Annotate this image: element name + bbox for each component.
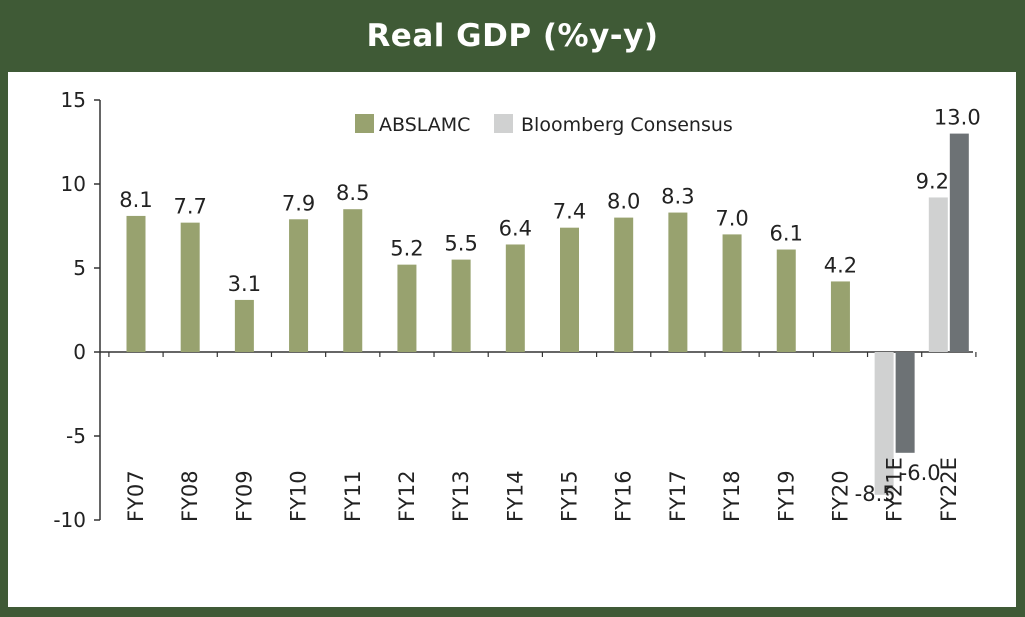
bar-abslamc-fy09: [234, 299, 254, 352]
x-tick-label-fy21e: FY21E: [883, 457, 907, 522]
bar-abslamc-fy12: [397, 264, 417, 352]
data-label-abslamc-fy08: 7.7: [173, 195, 206, 219]
x-tick-label-fy14: FY14: [503, 470, 527, 522]
x-tick-label-fy20: FY20: [828, 470, 852, 522]
legend-label-abslamc: ABSLAMC: [379, 114, 470, 136]
x-tick-label-fy10: FY10: [287, 470, 311, 522]
data-label-abslamc-fy10: 7.9: [282, 191, 315, 215]
data-label-abslamc-fy18: 7.0: [715, 206, 748, 230]
y-tick-label: 0: [73, 340, 86, 364]
data-label-abslamc-fy14: 6.4: [499, 216, 532, 240]
data-label-abslamc-fy19: 6.1: [770, 222, 803, 246]
bar-abslamc-fy21e: [895, 352, 915, 453]
legend-label-bloomberg: Bloomberg Consensus: [521, 114, 733, 136]
gdp-bar-chart: 15 10 5 0 -5 -10 8.1 FY07 7.7 FY08 3.1 FY09 7.9 FY10 8…: [53, 88, 981, 532]
y-tick-label: -5: [66, 424, 86, 448]
data-label-bloomberg-fy22e: 9.2: [916, 169, 949, 193]
x-tick-label-fy08: FY08: [178, 470, 202, 522]
data-label-abslamc-fy13: 5.5: [444, 232, 477, 256]
data-label-abslamc-fy11: 8.5: [336, 181, 369, 205]
y-tick-label: 5: [73, 256, 86, 280]
y-tick-label: -10: [53, 508, 86, 532]
chart-panel: 15 10 5 0 -5 -10 8.1 FY07 7.7 FY08 3.1 FY09 7.9 FY10 8…: [8, 72, 1016, 607]
bar-abslamc-fy18: [722, 234, 742, 352]
bar-abslamc-fy14: [505, 244, 525, 352]
legend-swatch-abslamc: [355, 114, 374, 133]
x-tick-label-fy19: FY19: [774, 470, 798, 522]
bar-abslamc-fy10: [289, 219, 309, 352]
data-label-abslamc-fy12: 5.2: [390, 237, 423, 261]
bar-abslamc-fy16: [614, 217, 634, 352]
y-tick-label: 15: [61, 88, 86, 112]
x-tick-label-fy18: FY18: [720, 470, 744, 522]
data-label-abslamc-fy07: 8.1: [119, 188, 152, 212]
bar-abslamc-fy15: [560, 227, 579, 352]
bar-abslamc-fy17: [668, 212, 688, 352]
data-label-abslamc-fy20: 4.2: [824, 253, 857, 277]
data-label-abslamc-fy17: 8.3: [661, 185, 694, 209]
x-tick-label-fy11: FY11: [341, 470, 365, 522]
bar-bloomberg-fy22e: [928, 197, 948, 352]
data-label-abslamc-fy22e: 13.0: [934, 106, 981, 130]
bar-abslamc-fy11: [343, 209, 363, 352]
y-tick-label: 10: [61, 172, 86, 196]
bar-abslamc-fy19: [776, 249, 796, 352]
legend-swatch-bloomberg: [494, 114, 513, 133]
x-tick-label-fy13: FY13: [449, 470, 473, 522]
data-label-abslamc-fy21e: -6.0: [900, 461, 941, 485]
x-tick-label-fy22e: FY22E: [937, 457, 961, 522]
x-tick-label-fy12: FY12: [395, 470, 419, 522]
chart-title: Real GDP (%y-y): [366, 18, 659, 54]
bar-abslamc-fy07: [126, 215, 146, 352]
x-tick-label-fy17: FY17: [666, 470, 690, 522]
x-tick-label-fy15: FY15: [558, 470, 582, 522]
bar-abslamc-fy13: [451, 259, 471, 352]
data-label-abslamc-fy09: 3.1: [228, 272, 261, 296]
x-tick-label-fy09: FY09: [232, 470, 256, 522]
bar-abslamc-fy20: [830, 281, 850, 352]
bar-abslamc-fy22e: [949, 133, 969, 352]
data-label-abslamc-fy15: 7.4: [553, 200, 586, 224]
bar-abslamc-fy08: [180, 222, 200, 352]
data-label-abslamc-fy16: 8.0: [607, 190, 640, 214]
data-label-bloomberg-fy21e: -8.5: [855, 482, 896, 506]
x-tick-label-fy16: FY16: [612, 470, 636, 522]
bar-bloomberg-fy21e: [874, 352, 894, 495]
x-tick-label-fy07: FY07: [124, 470, 148, 522]
